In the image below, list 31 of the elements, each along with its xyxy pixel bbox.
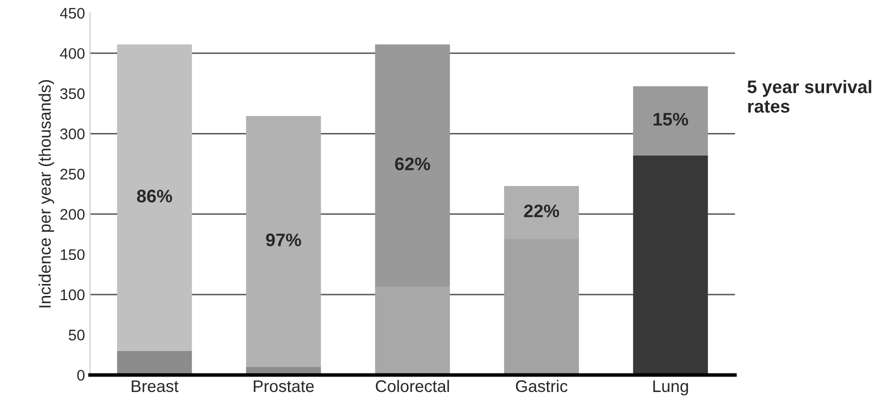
y-axis-title: Incidence per year (thousands) [38, 80, 54, 308]
bar [117, 44, 192, 351]
bar [375, 44, 450, 287]
x-tick-label: Gastric [516, 380, 568, 392]
y-tick-label: 450 [60, 8, 85, 19]
y-tick-label: 200 [60, 208, 85, 220]
annotation: 86% [137, 190, 172, 202]
bar [633, 86, 708, 156]
x-tick-label: Colorectal [376, 380, 449, 392]
bar [375, 286, 450, 375]
bar [504, 186, 579, 240]
annotation: 97% [266, 234, 302, 246]
y-tick-label: 350 [60, 88, 85, 100]
y-tick-label: 50 [68, 330, 85, 340]
text: 5 year survival rates [748, 80, 872, 113]
annotation: 62% [395, 158, 430, 170]
y-tick-label: 100 [60, 289, 85, 300]
y-tick-label: 300 [60, 128, 85, 140]
y-tick-label: 250 [60, 168, 85, 180]
bar [246, 116, 321, 367]
y-tick-label: 0 [77, 370, 85, 381]
y-tick-label: 150 [60, 249, 85, 260]
x-tick-label: Breast [132, 380, 178, 392]
bar [633, 155, 708, 375]
y-tick-label: 400 [60, 48, 85, 59]
annotation: 15% [654, 112, 688, 126]
annotation: 22% [524, 204, 560, 218]
bar [117, 350, 192, 375]
bar [504, 239, 579, 375]
x-tick-label: Prostate [254, 380, 314, 392]
x-tick-label: Lung [653, 380, 688, 396]
